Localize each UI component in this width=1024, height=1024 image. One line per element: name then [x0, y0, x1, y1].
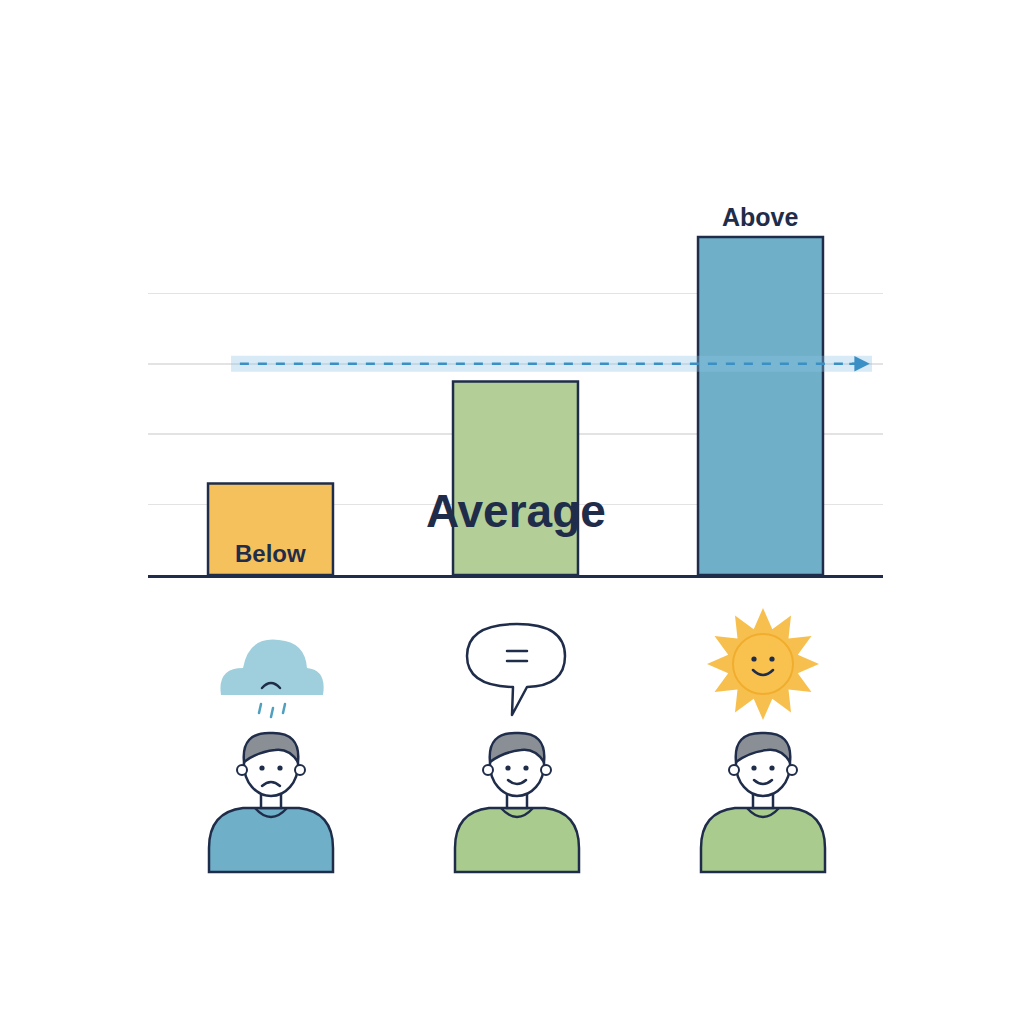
svg-text:Average: Average: [426, 485, 606, 537]
svg-text:Above: Above: [722, 203, 799, 231]
svg-text:Below: Below: [235, 540, 306, 567]
